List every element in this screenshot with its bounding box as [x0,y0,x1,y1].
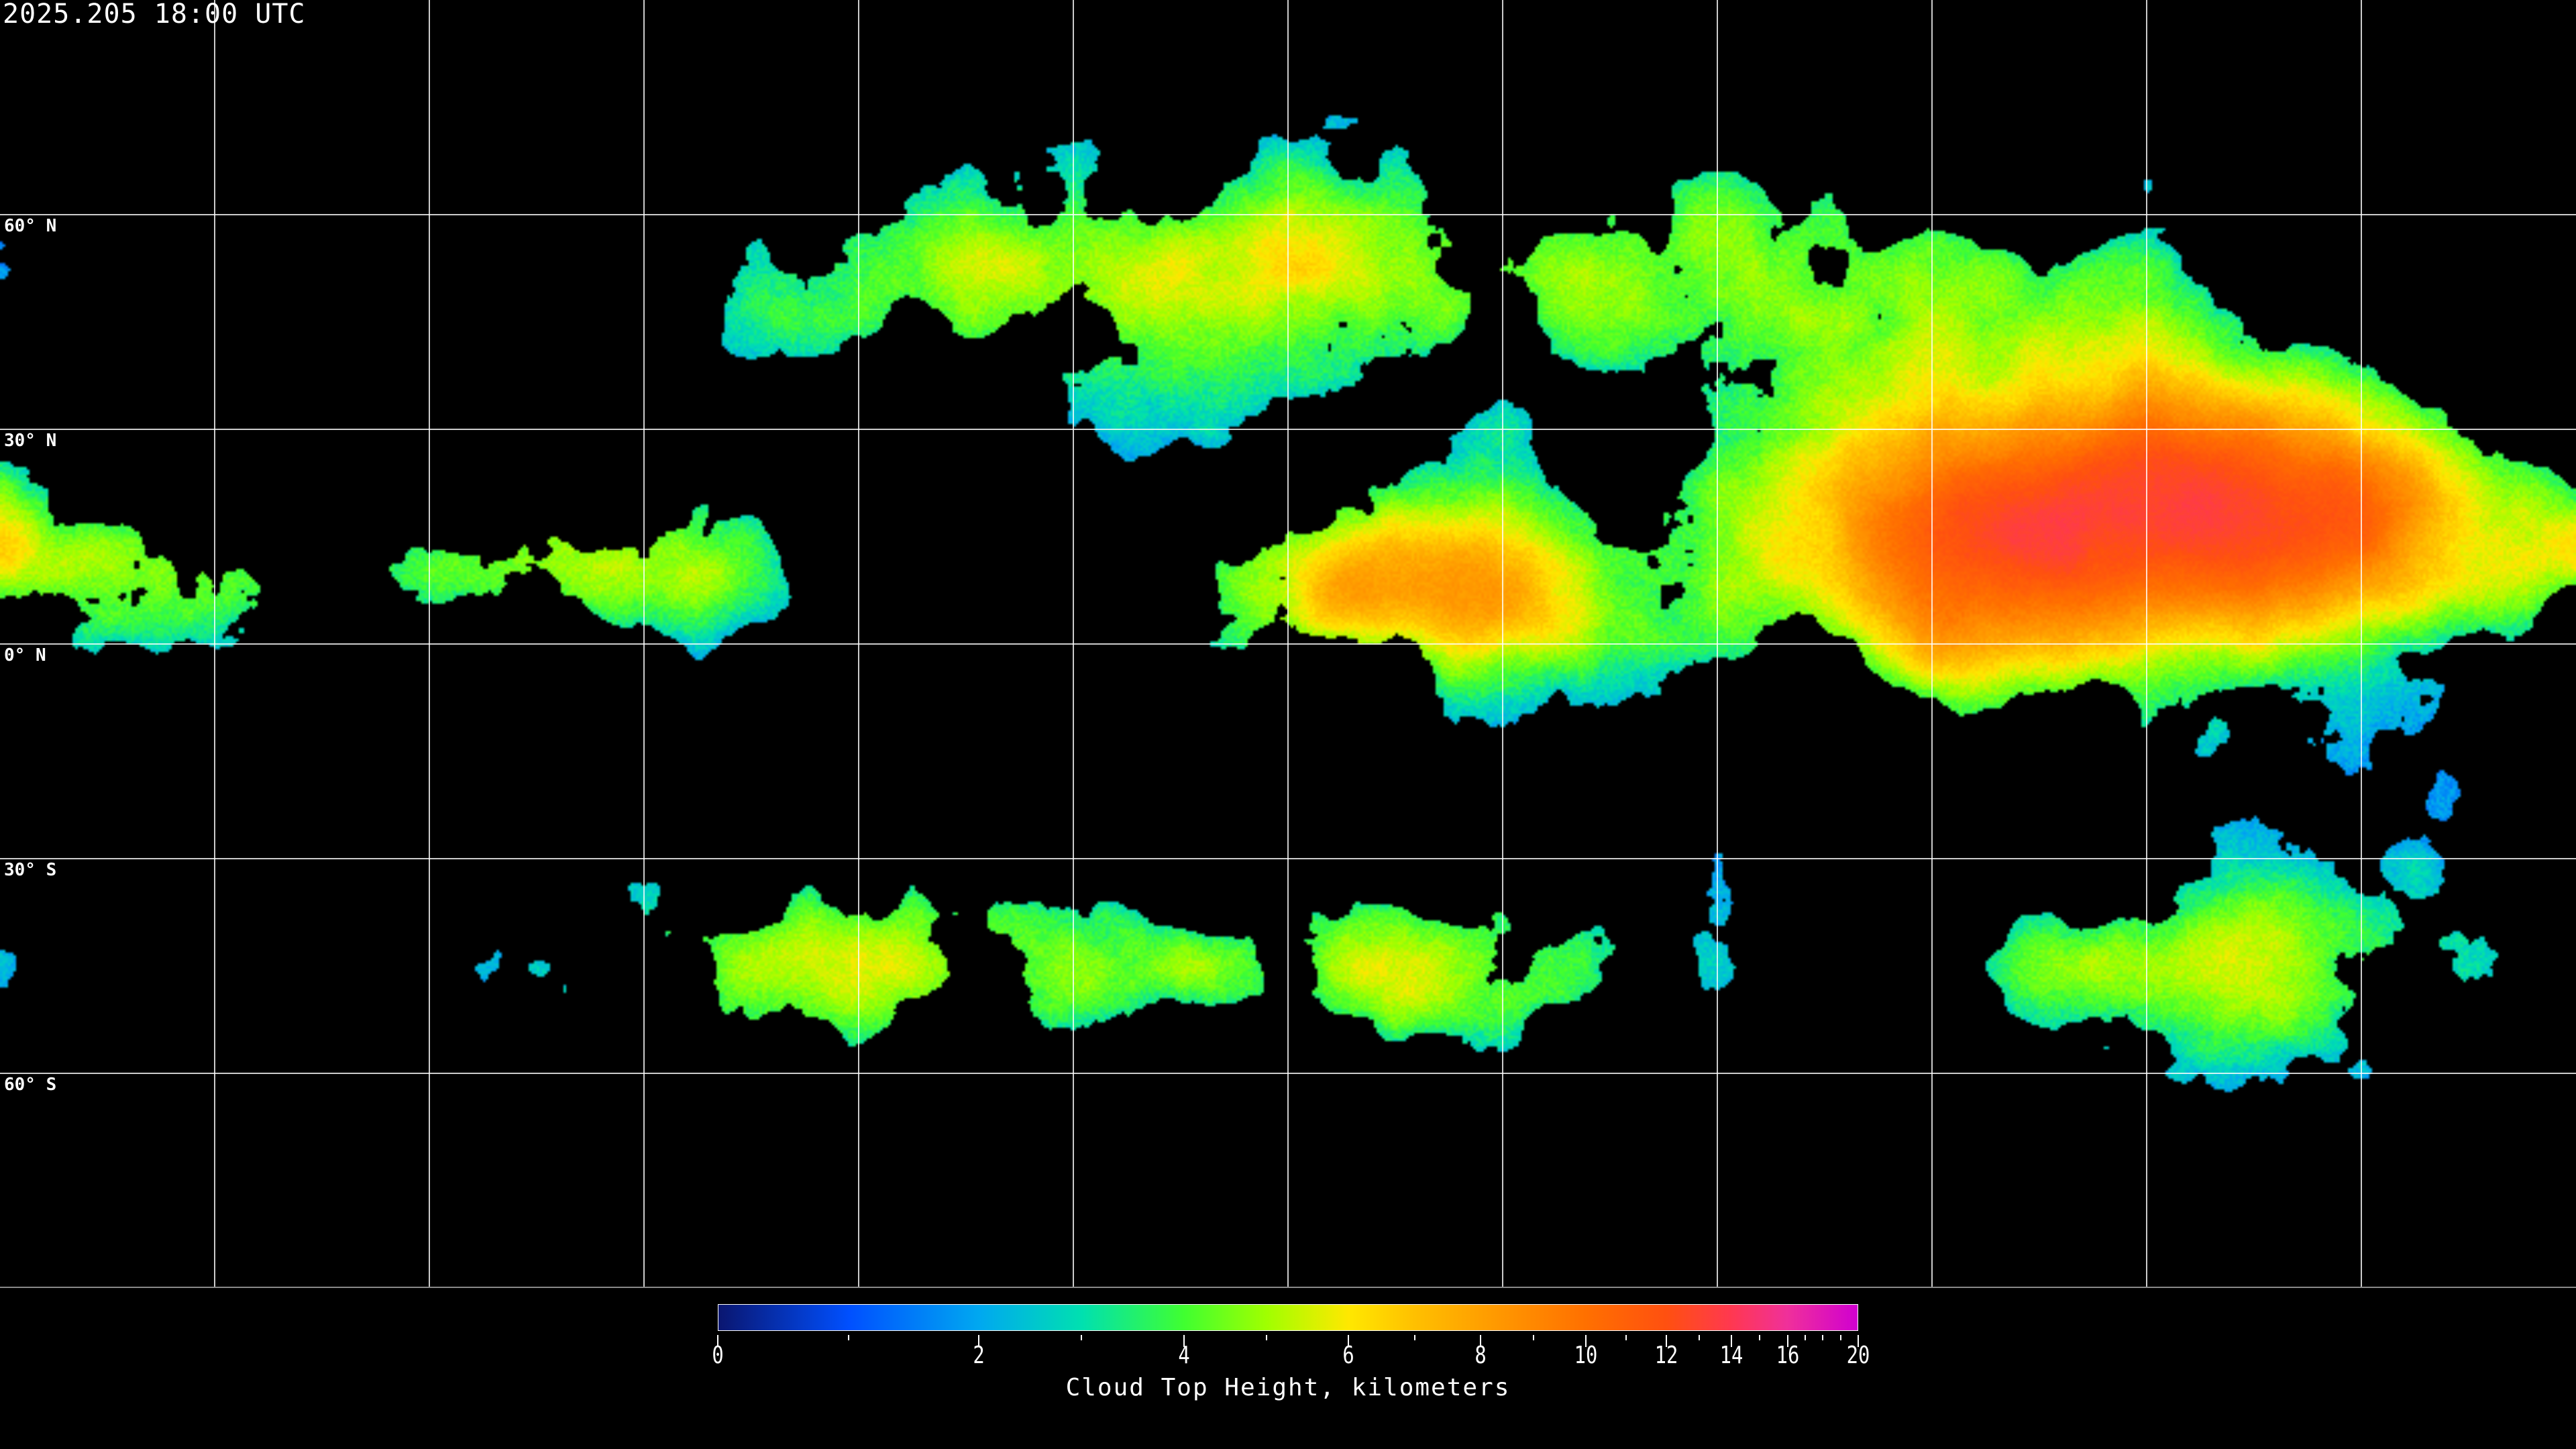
colorbar-major-tick [1731,1335,1733,1347]
latitude-label: 30° S [4,860,57,880]
colorbar-major-tick [1858,1335,1859,1347]
colorbar-tick-label: 20 [1846,1342,1870,1369]
timestamp-title: 2025.205 18:00 UTC [3,0,306,30]
colorbar-major-tick [1786,1335,1788,1347]
colorbar-major-tick [1666,1335,1668,1347]
colorbar [718,1304,1858,1331]
colorbar-major-tick [1348,1335,1350,1347]
colorbar-minor-tick [1081,1335,1083,1340]
latitude-label: 30° N [4,431,57,451]
colorbar-tick-label: 10 [1574,1342,1598,1369]
colorbar-major-tick [978,1335,980,1347]
colorbar-title: Cloud Top Height, kilometers [1065,1374,1511,1401]
colorbar-minor-tick [1265,1335,1267,1340]
colorbar-minor-tick [1758,1335,1760,1340]
colorbar-tick-label: 2 [973,1342,985,1369]
colorbar-minor-tick [1413,1335,1415,1340]
map-border [0,1287,2576,1288]
latitude-label: 60° S [4,1075,57,1095]
colorbar-minor-tick [847,1335,849,1340]
colorbar-minor-tick [1532,1335,1534,1340]
colorbar-major-tick [1183,1335,1185,1347]
colorbar-tick-label: 8 [1474,1342,1487,1369]
latitude-label: 0° N [4,645,46,665]
colorbar-minor-tick [1822,1335,1824,1340]
colorbar-tick-label: 14 [1719,1342,1743,1369]
colorbar-minor-tick [1839,1335,1841,1340]
colorbar-tick-label: 16 [1776,1342,1799,1369]
colorbar-major-tick [1480,1335,1482,1347]
colorbar-minor-tick [1625,1335,1627,1340]
colorbar-minor-tick [1698,1335,1700,1340]
colorbar-major-tick [717,1335,718,1347]
lat-lon-grid [0,0,2576,1288]
latitude-label: 60° N [4,216,57,236]
cloud-top-height-map [0,0,2576,1288]
colorbar-tick-label: 12 [1655,1342,1678,1369]
colorbar-tick-label: 4 [1178,1342,1190,1369]
colorbar-major-tick [1585,1335,1587,1347]
colorbar-tick-label: 6 [1342,1342,1354,1369]
colorbar-minor-tick [1804,1335,1806,1340]
colorbar-tick-label: 0 [712,1342,724,1369]
